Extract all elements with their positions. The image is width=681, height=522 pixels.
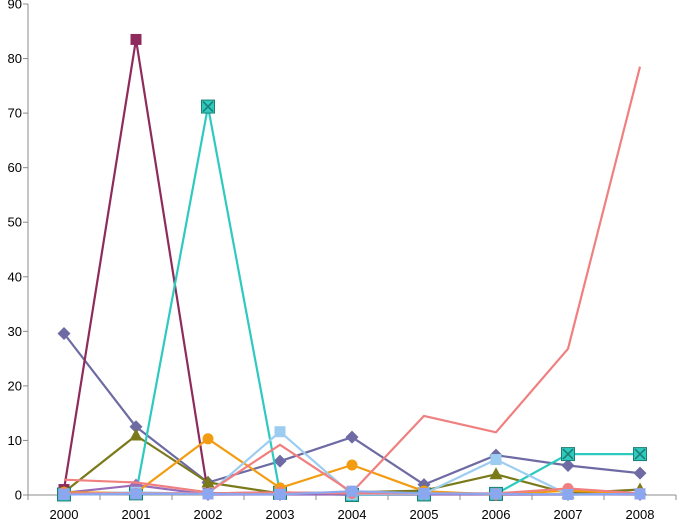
- data-point: [562, 488, 574, 500]
- x-tick-label: 2001: [122, 507, 151, 522]
- data-point: [57, 327, 71, 341]
- y-tick-labels: 0 10 20 30 40 50 60 70 80 90: [8, 0, 22, 503]
- data-point: [202, 488, 214, 500]
- y-tick-label: 80: [8, 51, 22, 66]
- data-point-cross: [634, 448, 646, 460]
- y-tick-label: 10: [8, 433, 22, 448]
- data-point: [633, 466, 647, 480]
- data-point: [274, 488, 286, 500]
- data-point: [561, 447, 575, 462]
- data-point: [634, 488, 646, 500]
- x-tick-label: 2007: [554, 507, 583, 522]
- y-tick-label: 60: [8, 160, 22, 175]
- data-point: [130, 488, 142, 500]
- x-tick-label: 2008: [626, 507, 655, 522]
- data-point: [561, 459, 575, 473]
- x-tick-label: 2004: [338, 507, 367, 522]
- y-tick-label: 70: [8, 106, 22, 121]
- data-point: [273, 454, 287, 468]
- data-point: [418, 487, 430, 499]
- y-tick-label: 90: [8, 0, 22, 12]
- data-point: [489, 467, 503, 480]
- chart-series: [57, 33, 647, 502]
- x-tick-label: 2003: [266, 507, 295, 522]
- y-tick-label: 40: [8, 269, 22, 284]
- x-tick-label: 2000: [50, 507, 79, 522]
- data-point: [201, 475, 215, 488]
- data-point: [490, 454, 502, 466]
- data-point: [201, 99, 215, 114]
- x-tick-label: 2006: [482, 507, 511, 522]
- data-point: [130, 33, 142, 45]
- x-tick-labels: 2000 2001 2002 2003 2004 2005 2006 2007 2008: [50, 507, 655, 522]
- data-point: [490, 488, 502, 500]
- data-point: [346, 485, 358, 497]
- series-line: [62, 38, 641, 496]
- data-point: [129, 420, 143, 434]
- data-point: [346, 459, 358, 471]
- y-tick-label: 20: [8, 378, 22, 393]
- data-point-cross: [202, 100, 214, 113]
- data-point: [58, 488, 70, 500]
- y-tick-label: 0: [15, 488, 22, 503]
- y-tick-label: 50: [8, 215, 22, 230]
- y-tick-label: 30: [8, 324, 22, 339]
- series-2: [58, 33, 646, 500]
- data-point: [633, 447, 647, 462]
- chart-axes: [23, 3, 677, 500]
- data-point: [129, 428, 143, 441]
- data-point: [202, 433, 214, 445]
- x-tick-label: 2002: [194, 507, 223, 522]
- series-1: [57, 327, 647, 492]
- data-point: [345, 430, 359, 444]
- series-10: [58, 485, 646, 500]
- x-tick-label: 2005: [410, 507, 439, 522]
- data-point-cross: [562, 448, 574, 460]
- data-point: [274, 426, 286, 438]
